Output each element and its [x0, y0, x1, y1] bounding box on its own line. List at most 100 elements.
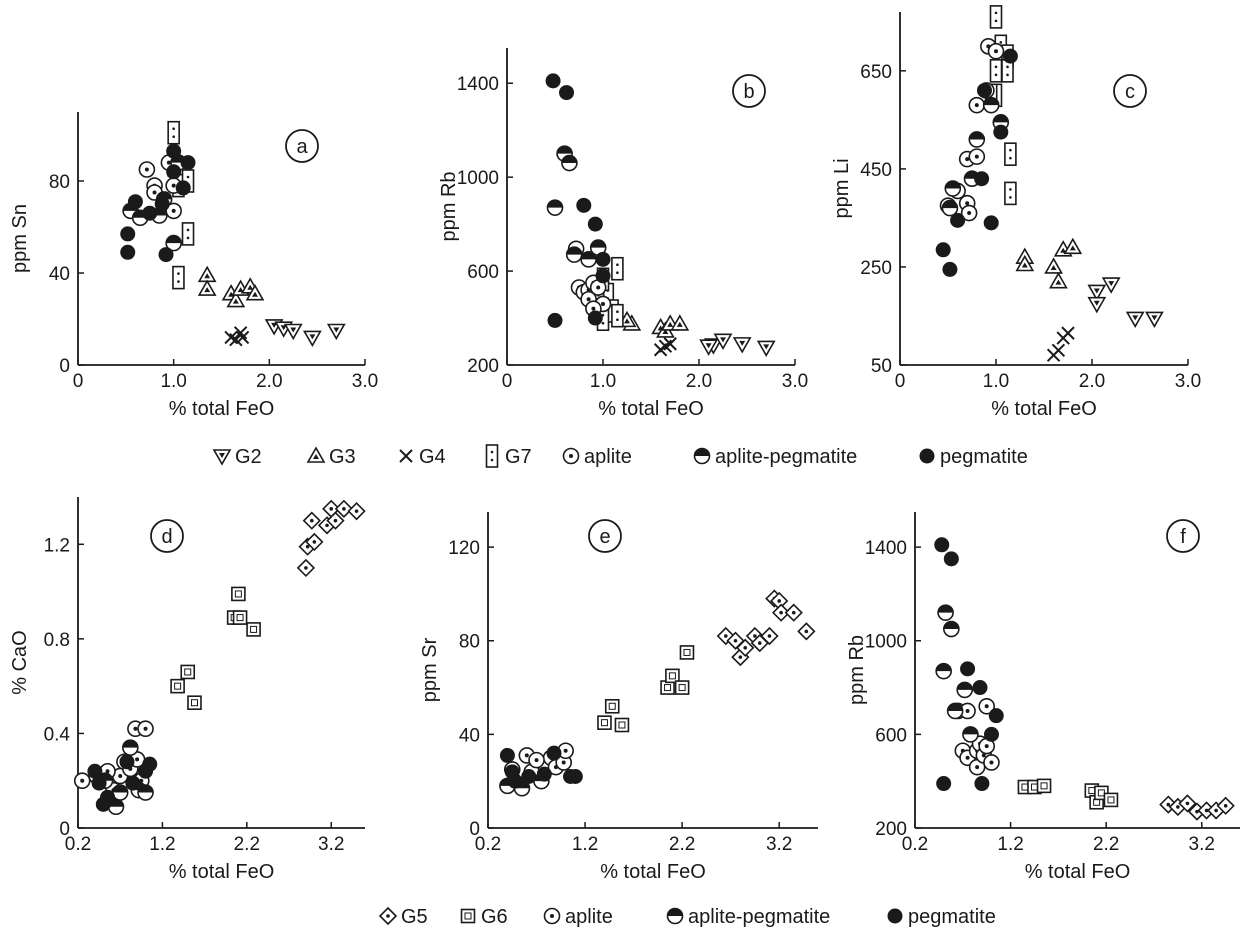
data-point [1044, 257, 1063, 274]
data-point [1087, 284, 1107, 302]
data-point [993, 124, 1009, 140]
legend-marker [399, 449, 413, 463]
legend-label: G6 [481, 906, 508, 928]
y-axis-title: ppm Sr [419, 637, 441, 702]
data-point [1145, 311, 1164, 329]
x-tick-label: 0.2 [902, 834, 928, 855]
panel-c: 0 1.0 2.0 3.0 50 250 450 650 % total FeO ppm Li c [831, 5, 1201, 420]
series-g3 [617, 310, 690, 338]
data-point [976, 82, 992, 98]
data-point [660, 680, 675, 695]
data-point [91, 775, 107, 791]
data-point [499, 747, 515, 763]
data-point [326, 511, 345, 530]
y-tick-label: 1000 [865, 632, 907, 653]
data-point [663, 337, 677, 351]
data-point [1051, 343, 1066, 357]
x-axis-title: % total FeO [598, 398, 704, 420]
y-tick-label: 0.8 [44, 630, 70, 651]
data-point [347, 502, 366, 521]
series-pegmatite [934, 537, 1004, 792]
legend-marker [693, 447, 711, 465]
data-point [1004, 142, 1017, 166]
data-point [989, 5, 1003, 29]
data-point [283, 323, 303, 341]
data-point [100, 789, 116, 805]
legend-marker [919, 448, 935, 464]
data-point [1216, 796, 1235, 815]
x-axis-title: % total FeO [991, 398, 1097, 420]
x-tick-label: 3.0 [782, 371, 808, 392]
legend-marker [306, 446, 326, 463]
x-axis-title: % total FeO [600, 861, 706, 883]
legend-label: pegmatite [940, 446, 1028, 468]
data-point [1049, 272, 1068, 289]
data-point [546, 745, 562, 761]
panel-letter: d [161, 526, 172, 548]
data-point [175, 180, 191, 196]
data-point [138, 161, 156, 178]
data-point [978, 697, 995, 715]
data-point [934, 537, 950, 553]
y-tick-label: 250 [860, 258, 892, 279]
x-tick-label: 1.2 [572, 834, 598, 855]
data-point [944, 180, 962, 197]
data-point [699, 339, 718, 356]
x-tick-label: 3.2 [1189, 834, 1215, 855]
panel-letter-ring [732, 74, 766, 108]
data-point [546, 199, 564, 216]
data-point [1061, 326, 1075, 340]
data-point [597, 715, 612, 730]
data-point [732, 337, 752, 354]
y-tick-label: 200 [875, 819, 907, 840]
y-tick-label: 0.4 [44, 724, 71, 745]
data-point [983, 215, 999, 231]
data-point [937, 604, 954, 621]
data-point [235, 330, 250, 345]
legend-label: G5 [401, 906, 428, 928]
x-tick-label: 0 [73, 371, 84, 392]
data-point [950, 212, 966, 228]
data-point [245, 284, 265, 301]
data-point [1063, 237, 1083, 255]
data-point [111, 784, 129, 801]
series-g5 [716, 589, 816, 667]
x-tick-label: 0 [895, 371, 906, 392]
data-point [935, 242, 951, 258]
y-tick-label: 40 [49, 264, 70, 285]
y-tick-label: 80 [459, 632, 480, 653]
legend-marker [485, 444, 499, 468]
series-g5 [296, 499, 366, 578]
y-tick-label: 80 [49, 172, 70, 193]
data-point [604, 698, 620, 714]
data-point [1101, 277, 1121, 294]
data-point [988, 708, 1004, 724]
data-point [187, 695, 202, 710]
panel-letter: c [1125, 81, 1135, 103]
series-g6 [170, 586, 261, 710]
data-point [956, 681, 974, 699]
data-point [296, 558, 316, 578]
data-point [936, 776, 952, 792]
legend-marker [543, 907, 561, 925]
data-point [158, 247, 174, 263]
x-tick-label: 2.0 [256, 371, 282, 392]
data-point [587, 216, 603, 232]
data-point [561, 154, 578, 172]
y-tick-label: 1.2 [44, 535, 70, 556]
x-tick-label: 2.0 [686, 371, 712, 392]
legend-label: aplite [584, 446, 632, 468]
data-point [303, 330, 322, 348]
data-point [962, 726, 979, 743]
series-pegmatite [87, 754, 158, 812]
legend-label: aplite [565, 906, 613, 928]
data-point [968, 131, 986, 148]
data-point [559, 85, 575, 101]
x-tick-label: 0 [502, 371, 513, 392]
data-point [154, 196, 170, 212]
data-point [231, 586, 246, 602]
data-point [166, 164, 182, 180]
data-point [611, 256, 624, 281]
data-point [567, 769, 583, 785]
